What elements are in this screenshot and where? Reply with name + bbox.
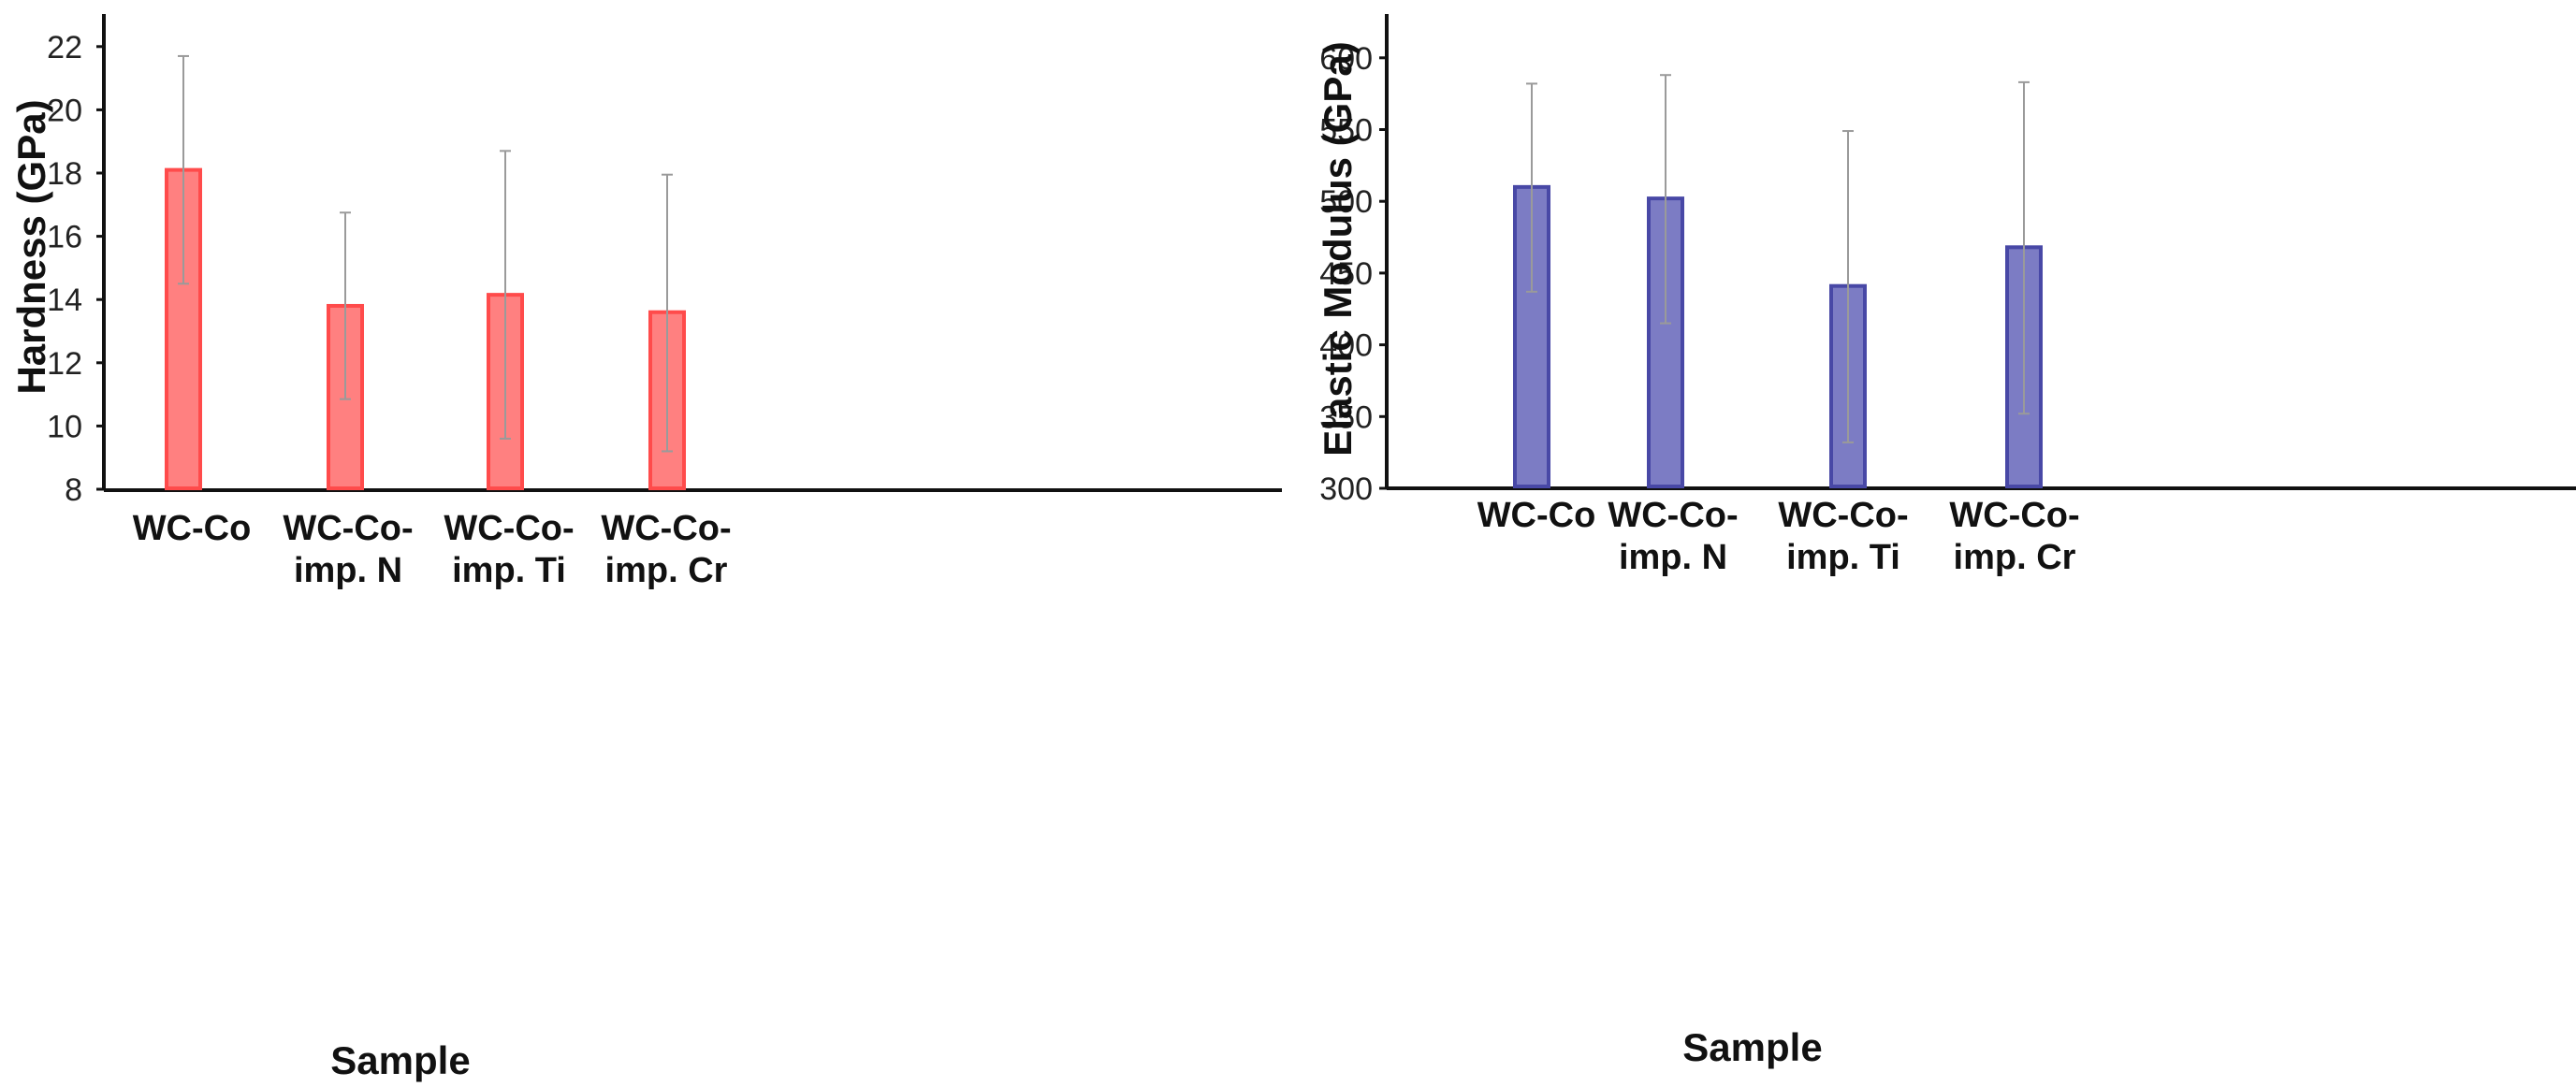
hardness-chart: 8 10 12 14 16 18 20 22 WC-Co WC-Co-imp. N WC-Co-im… [9,14,1282,1082]
hardness-x-axis-title: Sample [330,1038,470,1082]
hardness-category-label: WC-Co [133,509,252,548]
modulus-category-label: WC-Co-imp. Cr [1949,496,2079,577]
hardness-y-tick-label: 10 [47,409,82,444]
modulus-category-label: WC-Co-imp. N [1608,496,1738,577]
hardness-y-tick-label: 14 [47,283,82,318]
modulus-y-tick-label: 500 [1319,184,1373,220]
hardness-category-label: WC-Co-imp. Cr [601,509,731,590]
elastic-modulus-chart-svg: 300 350 400 450 500 550 600 WC-Co WC-Co-imp. N WC… [1316,14,2576,1069]
modulus-y-axis-title: Elastic Modulus (GPa) [1316,41,1360,456]
hardness-category-label: WC-Co-imp. N [283,509,413,590]
hardness-category-label: WC-Co-imp. Ti [444,509,574,590]
modulus-y-tick-label: 550 [1319,113,1373,149]
modulus-y-tick-label: 300 [1319,471,1373,507]
modulus-y-tick-label: 450 [1319,256,1373,292]
modulus-y-tick-label: 600 [1319,41,1373,77]
hardness-y-tick-label: 8 [65,472,82,508]
modulus-y-tick-label: 400 [1319,328,1373,364]
hardness-y-tick-label: 16 [47,220,82,255]
hardness-y-tick-label: 18 [47,156,82,192]
modulus-category-label: WC-Co-imp. Ti [1778,496,1908,577]
modulus-category-label: WC-Co [1477,496,1596,535]
hardness-y-tick-label: 12 [47,346,82,382]
hardness-y-tick-label: 22 [47,30,82,65]
modulus-y-tick-label: 350 [1319,399,1373,435]
hardness-y-tick-label: 20 [47,93,82,128]
hardness-y-axis-title: Hardness (GPa) [9,99,53,394]
elastic-modulus-chart: 300 350 400 450 500 550 600 WC-Co WC-Co-imp. N WC… [1288,0,2576,1087]
hardness-chart-svg: 8 10 12 14 16 18 20 22 WC-Co WC-Co-imp. N WC-Co-im… [9,14,1282,1082]
modulus-x-axis-title: Sample [1682,1025,1822,1069]
